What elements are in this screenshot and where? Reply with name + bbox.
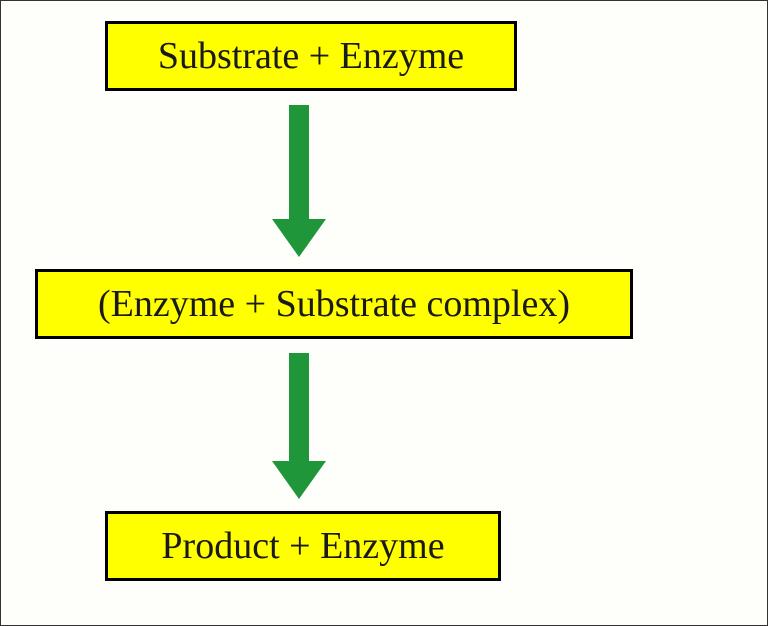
arrow-head-icon (272, 219, 326, 257)
node-label: Substrate + Enzyme (158, 34, 464, 78)
arrow-shaft (289, 353, 309, 461)
node-label: Product + Enzyme (161, 524, 444, 568)
arrow-shaft (289, 105, 309, 219)
node-label: (Enzyme + Substrate complex) (98, 282, 570, 326)
flowchart-node-enzyme-substrate-complex: (Enzyme + Substrate complex) (35, 269, 633, 339)
flowchart-node-substrate-enzyme: Substrate + Enzyme (105, 21, 517, 91)
flowchart-node-product-enzyme: Product + Enzyme (105, 511, 501, 581)
arrow-head-icon (272, 461, 326, 499)
